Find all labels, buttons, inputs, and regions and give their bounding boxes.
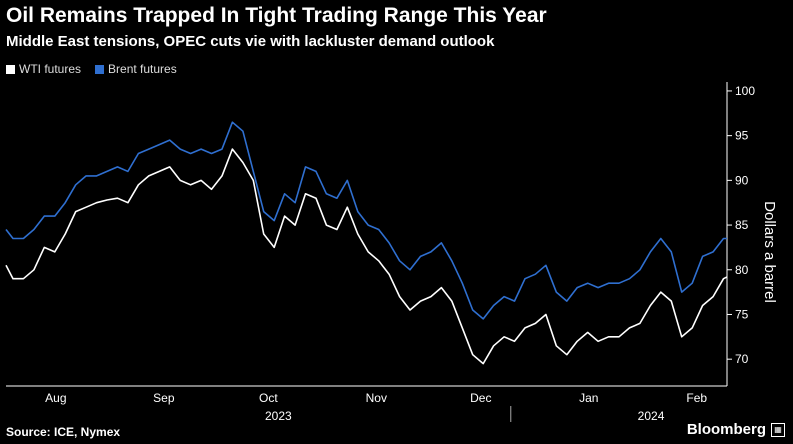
x-tick-label: Dec <box>470 391 491 405</box>
chart-title: Oil Remains Trapped In Tight Trading Ran… <box>6 4 547 27</box>
year-label: 2024 <box>638 409 665 423</box>
source-note: Source: ICE, Nymex <box>6 425 121 439</box>
legend-swatch-brent <box>95 64 105 74</box>
series-line-brent <box>5 121 727 320</box>
brand-label: Bloomberg <box>686 421 766 438</box>
y-tick-label: 80 <box>735 263 749 277</box>
legend: WTI futures Brent futures <box>6 62 177 76</box>
y-tick-label: 75 <box>735 307 749 321</box>
y-tick-label: 70 <box>735 352 749 366</box>
y-tick-label: 95 <box>735 129 749 143</box>
x-tick-label: Aug <box>45 391 66 405</box>
chart-subtitle: Middle East tensions, OPEC cuts vie with… <box>6 33 495 50</box>
legend-label-wti: WTI futures <box>19 62 82 76</box>
legend-item-wti: WTI futures <box>6 62 81 76</box>
y-tick-label: 100 <box>735 84 755 98</box>
legend-item-brent: Brent futures <box>95 62 177 76</box>
bloomberg-icon: ▦ <box>771 422 785 437</box>
legend-label-brent: Brent futures <box>108 62 177 76</box>
x-tick-label: Nov <box>366 391 387 405</box>
x-tick-label: Feb <box>686 391 707 405</box>
x-tick-label: Jan <box>579 391 598 405</box>
y-axis-title: Dollars a barrel <box>761 201 778 303</box>
y-tick-label: 85 <box>735 218 749 232</box>
y-tick-label: 90 <box>735 173 749 187</box>
brand: Bloomberg ▦ <box>687 421 785 438</box>
x-tick-label: Oct <box>259 391 278 405</box>
legend-swatch-wti <box>6 64 15 74</box>
x-tick-label: Sep <box>153 391 175 405</box>
year-label: 2023 <box>265 409 292 423</box>
series-line-wti <box>5 148 728 365</box>
